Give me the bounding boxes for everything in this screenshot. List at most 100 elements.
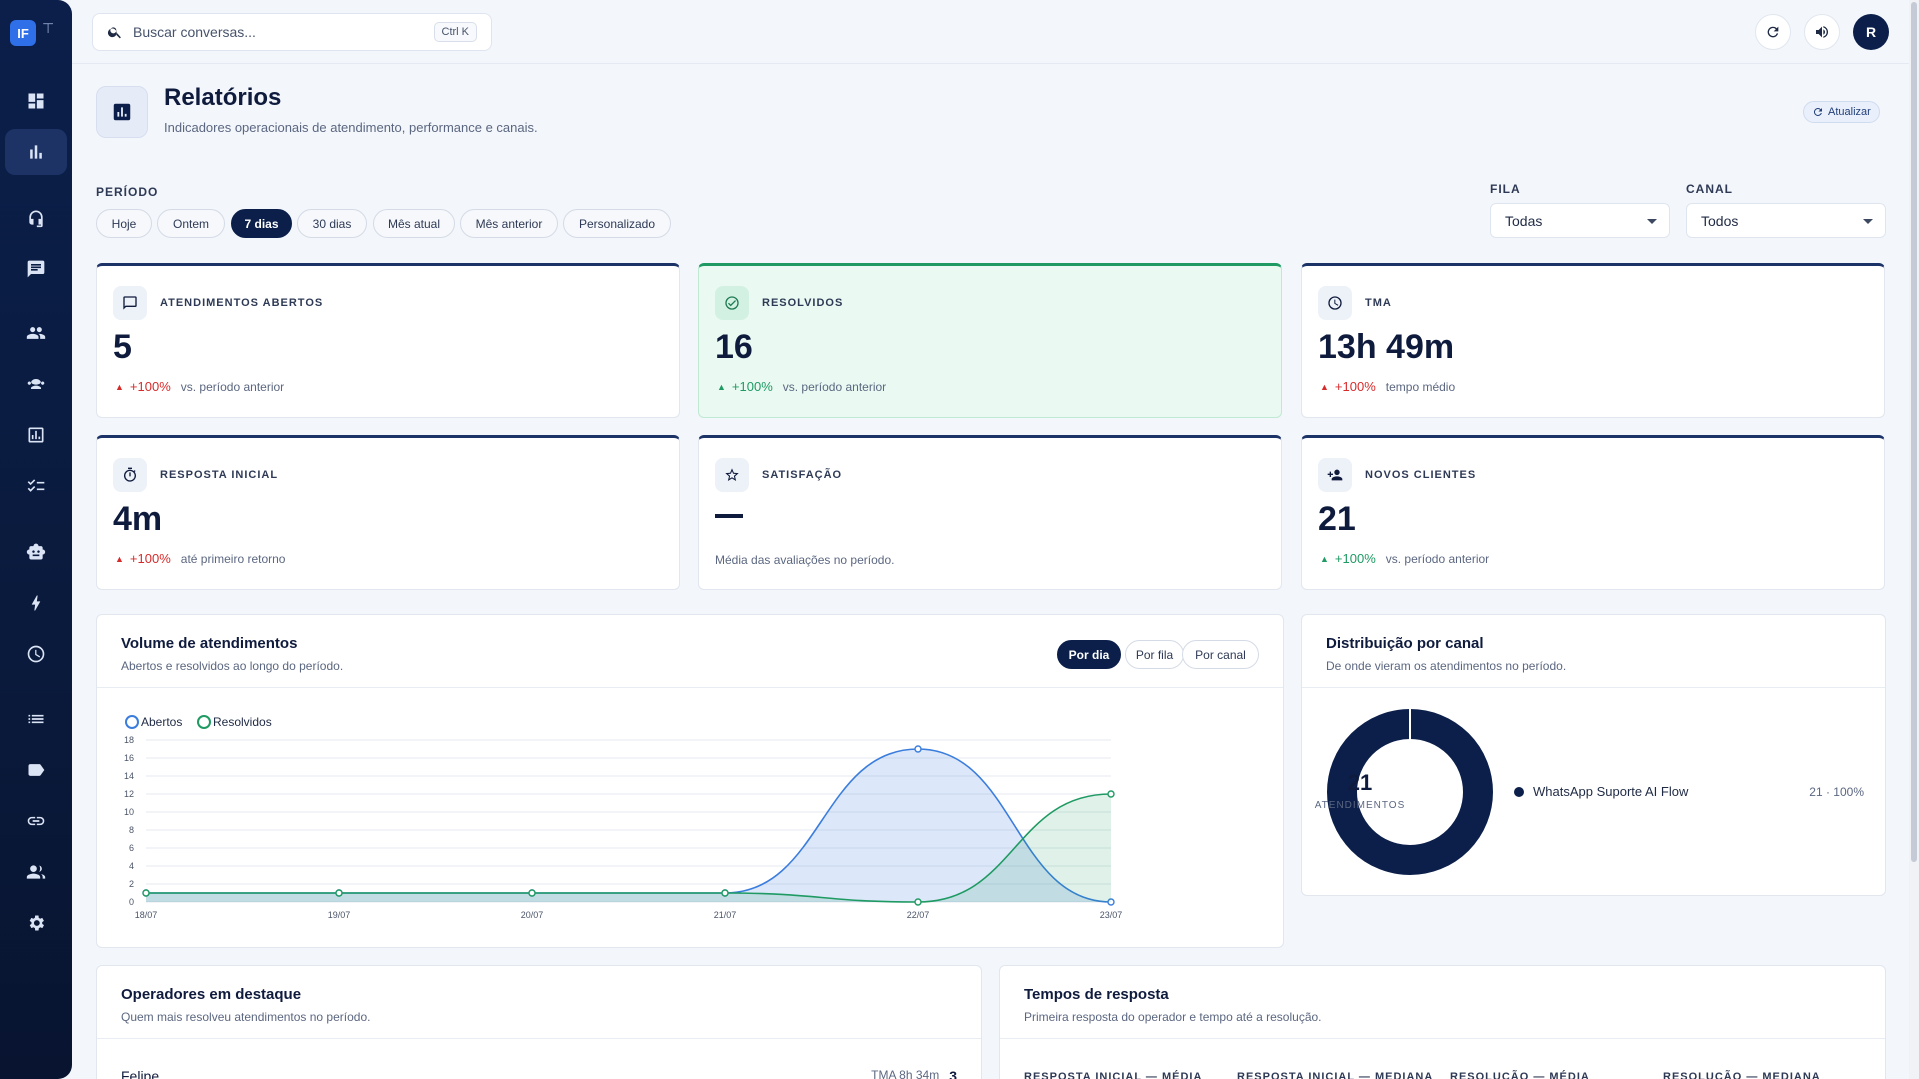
reload-button[interactable]: [1755, 14, 1791, 50]
period-chip-personalizado[interactable]: Personalizado: [563, 209, 671, 238]
donut-chart: [1327, 708, 1493, 875]
donut-total-label: ATENDIMENTOS: [1314, 800, 1406, 811]
legend-dot: [1514, 786, 1524, 797]
legend-marker-resolvidos: [197, 715, 211, 729]
scrollbar-thumb[interactable]: [1911, 2, 1917, 862]
tab-por-fila[interactable]: Por fila: [1125, 640, 1184, 669]
refresh-label: Atualizar: [1828, 106, 1871, 118]
period-chip-mes-atual[interactable]: Mês atual: [373, 209, 455, 238]
data-point-resolvidos: [528, 889, 536, 897]
chat-bubble-icon: [113, 286, 147, 320]
period-chip-ontem[interactable]: Ontem: [157, 209, 225, 238]
tab-por-canal[interactable]: Por canal: [1182, 640, 1259, 669]
clock-icon: [1318, 286, 1352, 320]
donut-total: 21: [1347, 770, 1373, 795]
sound-button[interactable]: [1804, 14, 1840, 50]
kpi-delta-value: +100%: [731, 379, 773, 394]
sidebar: IF ⊤: [0, 0, 72, 1079]
queue-select[interactable]: Todas: [1490, 203, 1670, 238]
search-input[interactable]: Buscar conversas...: [133, 24, 256, 40]
rt-col-initial-median: RESPOSTA INICIAL — MEDIANA: [1237, 1071, 1434, 1079]
rt-col-initial-mean: RESPOSTA INICIAL — MÉDIA: [1024, 1071, 1203, 1079]
sidebar-item-analytics[interactable]: [5, 412, 67, 458]
kpi-label: TMA: [1365, 297, 1392, 309]
period-chip-7-dias[interactable]: 7 dias: [231, 209, 292, 238]
sidebar-item-history[interactable]: [5, 631, 67, 677]
dashboard-icon: [28, 93, 44, 109]
operator-row[interactable]: Felipe TMA 8h 34m 3: [121, 1068, 957, 1079]
sidebar-item-groups[interactable]: [5, 361, 67, 407]
series-area-abertos: [146, 749, 1111, 902]
people-icon: [26, 327, 46, 339]
app-logo[interactable]: IF: [10, 20, 36, 46]
bar-chart-icon: [113, 103, 131, 121]
refresh-button[interactable]: Atualizar: [1803, 101, 1880, 123]
robot-icon: [26, 543, 46, 560]
kpi-delta-value: +100%: [129, 551, 171, 566]
distribution-subtitle: De onde vieram os atendimentos no períod…: [1326, 659, 1567, 673]
sidebar-item-support[interactable]: [5, 195, 67, 241]
kpi-delta: ▲ +100% tempo médio: [1320, 379, 1455, 394]
kpi-delta: ▲ +100% até primeiro retorno: [115, 551, 285, 566]
empty-value-dash: [715, 514, 743, 518]
channel-select[interactable]: Todos: [1686, 203, 1886, 238]
volume-subtitle: Abertos e resolvidos ao longo do período…: [121, 659, 344, 673]
top-bar: Buscar conversas... Ctrl K R: [72, 0, 1919, 64]
sidebar-item-list[interactable]: [5, 696, 67, 742]
operator-tma: TMA 8h 34m: [871, 1068, 940, 1079]
kpi-note: Média das avaliações no período.: [715, 553, 895, 567]
sidebar-item-automation[interactable]: [5, 580, 67, 626]
kpi-label: SATISFAÇÃO: [762, 469, 843, 481]
x-tick-label: 18/07: [135, 910, 158, 920]
period-chip-30-dias[interactable]: 30 dias: [297, 209, 367, 238]
search-box[interactable]: Buscar conversas... Ctrl K: [92, 13, 492, 51]
kpi-card-resolved: RESOLVIDOS 16 ▲ +100% vs. período anteri…: [698, 263, 1282, 418]
gear-icon: [29, 915, 44, 931]
sidebar-item-tasks[interactable]: [5, 463, 67, 509]
y-tick-label: 14: [124, 771, 134, 781]
user-group-icon: [26, 865, 46, 879]
legend-label-abertos: Abertos: [141, 715, 182, 729]
operators-panel: Operadores em destaque Quem mais resolve…: [96, 965, 982, 1079]
kpi-card-first-response: RESPOSTA INICIAL 4m ▲ +100% até primeiro…: [96, 435, 680, 590]
kpi-delta: ▲ +100% vs. período anterior: [1320, 551, 1489, 566]
sidebar-item-chat[interactable]: [5, 246, 67, 292]
operators-title: Operadores em destaque: [121, 986, 302, 1003]
period-chip-mes-anterior[interactable]: Mês anterior: [460, 209, 558, 238]
search-icon: [107, 27, 121, 39]
response-times-title: Tempos de resposta: [1024, 986, 1169, 1003]
panel-divider: [97, 687, 1283, 688]
period-chip-hoje[interactable]: Hoje: [96, 209, 152, 238]
y-tick-label: 0: [129, 897, 134, 907]
sidebar-item-bot[interactable]: [5, 529, 67, 575]
data-point-abertos: [914, 745, 922, 753]
pin-icon[interactable]: ⊤: [42, 20, 55, 36]
volume-title: Volume de atendimentos: [121, 635, 298, 652]
sidebar-item-settings[interactable]: [5, 900, 67, 946]
kpi-label: ATENDIMENTOS ABERTOS: [160, 297, 324, 309]
channel-name: WhatsApp Suporte AI Flow: [1533, 784, 1689, 799]
tab-por-dia[interactable]: Por dia: [1057, 640, 1121, 669]
sidebar-item-tags[interactable]: [5, 747, 67, 793]
sidebar-item-reports[interactable]: [5, 129, 67, 175]
avatar[interactable]: R: [1853, 14, 1889, 50]
check-circle-icon: [715, 286, 749, 320]
star-icon: [715, 458, 749, 492]
kpi-value: 21: [1318, 500, 1356, 538]
sidebar-item-users[interactable]: [5, 849, 67, 895]
sidebar-item-contacts[interactable]: [5, 310, 67, 356]
channel-legend-row: WhatsApp Suporte AI Flow 21 · 100%: [1514, 784, 1864, 799]
sidebar-item-dashboard[interactable]: [5, 78, 67, 124]
rt-col-resolution-mean: RESOLUÇÃO — MÉDIA: [1450, 1071, 1590, 1079]
volume-chart: 0 2 4 6 8 10 12 14 16 18 18/07 19/07 20/07 21/07 22/07…: [124, 715, 1122, 920]
timer-icon: [113, 458, 147, 492]
data-point-resolvidos: [914, 898, 922, 906]
operator-name: Felipe: [121, 1068, 160, 1079]
channel-count: 21 · 100%: [1809, 784, 1864, 799]
operator-count: 3: [949, 1068, 957, 1079]
scrollbar-track[interactable]: [1909, 0, 1919, 1079]
sidebar-item-integrations[interactable]: [5, 798, 67, 844]
panel-divider: [97, 1038, 981, 1039]
queue-label: FILA: [1490, 182, 1521, 196]
period-label: PERÍODO: [96, 185, 159, 199]
